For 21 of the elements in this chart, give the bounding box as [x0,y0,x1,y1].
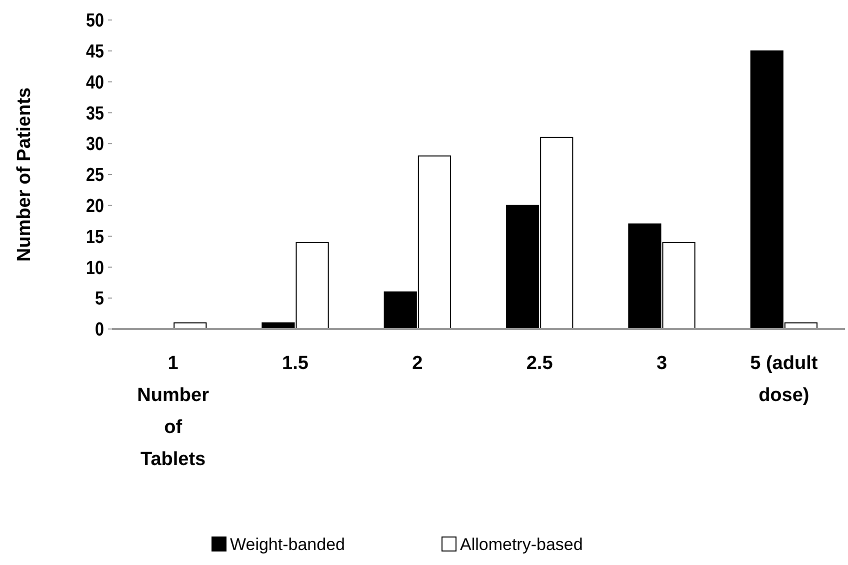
legend-label: Allometry-based [460,535,583,554]
x-tick-label: 5 (adult dose) [750,353,818,406]
y-tick-label: 25 [86,164,104,186]
y-tick-label: 35 [86,102,104,124]
x-tick-label: 1.5 [282,353,309,374]
y-axis-title: Number of Patients [14,87,35,262]
x-tick-label: 2.5 [526,353,554,374]
y-tick-label: 10 [86,256,104,278]
y-tick-label: 40 [86,71,104,93]
x-tick-label: 2 [412,353,423,374]
x-axis-title: Number of Tablets [137,385,210,470]
y-tick-label: 20 [86,194,104,216]
y-tick-label: 30 [86,133,104,155]
y-tick-label: 15 [86,226,104,248]
y-tick-label: 0 [95,318,104,340]
y-tick-label: 50 [86,9,104,31]
legend-label: Weight-banded [230,535,345,554]
y-tick-label: 45 [86,40,104,62]
y-tick-label: 5 [95,288,104,310]
x-tick-label: 3 [656,353,668,374]
x-tick-label: 1 [168,353,179,374]
